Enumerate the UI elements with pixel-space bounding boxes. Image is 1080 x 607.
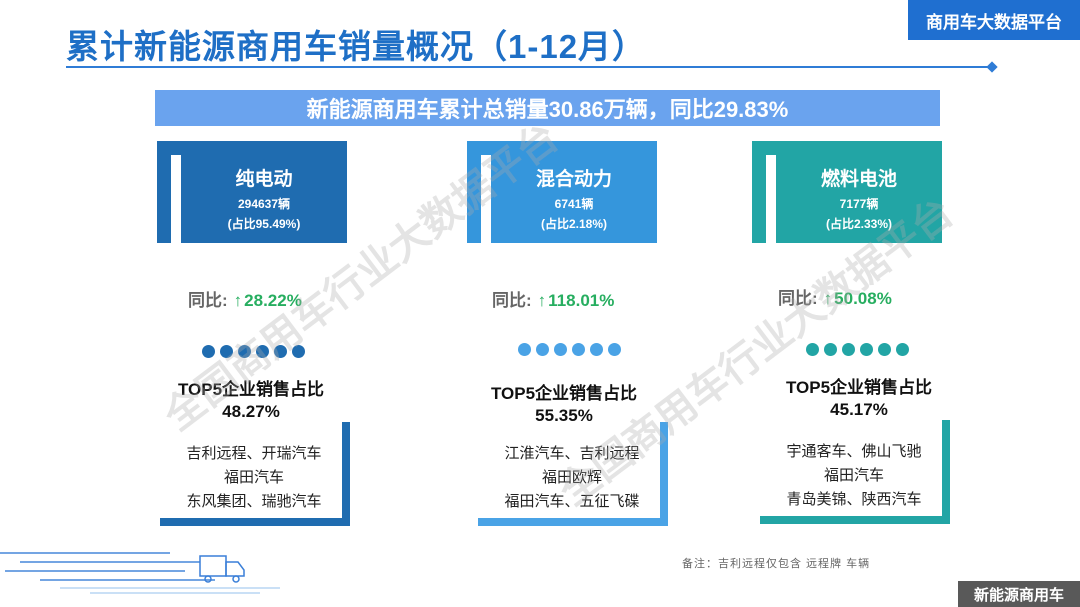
category-name: 纯电动 (235, 169, 293, 190)
top5-value: 55.35% (535, 406, 593, 425)
list-frame (760, 420, 950, 524)
top5-label: TOP5企业销售占比 (785, 378, 933, 397)
list-item: 吉利远程、开瑞汽车 (186, 445, 322, 462)
card-body: 燃料电池 7177辆 (占比2.33%) (776, 155, 942, 243)
category-share: (占比2.33%) (825, 217, 893, 231)
yoy-value: 118.01% (548, 291, 615, 310)
list-item: 福田欧辉 (541, 469, 602, 486)
up-arrow-icon: ↑ (233, 291, 243, 310)
dot (202, 345, 215, 358)
dot (274, 345, 287, 358)
dot (860, 343, 873, 356)
dot (518, 343, 531, 356)
card-frame (752, 141, 942, 243)
dots-divider-fuel-cell (806, 343, 909, 356)
category-count: 7177辆 (839, 197, 879, 211)
list-frame (478, 422, 668, 526)
dot (824, 343, 837, 356)
dot (590, 343, 603, 356)
list-item: 福田汽车、五征飞碟 (504, 493, 640, 510)
company-list-bev: 吉利远程、开瑞汽车 福田汽车 东风集团、瑞驰汽车 (160, 422, 350, 526)
dot (842, 343, 855, 356)
list-item: 福田汽车 (823, 467, 884, 484)
title-rule-end-marker (986, 61, 998, 73)
dot (238, 345, 251, 358)
list-item: 江淮汽车、吉利远程 (504, 445, 640, 462)
card-body: 混合动力 6741辆 (占比2.18%) (491, 155, 657, 243)
list-item: 青岛美锦、陕西汽车 (786, 491, 922, 508)
dot (608, 343, 621, 356)
yoy-label: 同比: (188, 291, 228, 310)
dot (878, 343, 891, 356)
page-title: 累计新能源商用车销量概况（1-12月） (66, 28, 647, 65)
list-item: 宇通客车、佛山飞驰 (786, 443, 922, 460)
dots-divider-bev (202, 345, 305, 358)
truck-speed-lines-icon (0, 552, 280, 594)
category-name: 燃料电池 (820, 169, 897, 190)
dots-divider-hybrid (518, 343, 621, 356)
list-item: 东风集团、瑞驰汽车 (186, 493, 322, 510)
top5-value: 48.27% (222, 402, 280, 421)
dot (256, 345, 269, 358)
dot (806, 343, 819, 356)
category-share: (占比2.18%) (540, 217, 608, 231)
category-card-hybrid: 混合动力 6741辆 (占比2.18%) (467, 141, 657, 243)
top5-value: 45.17% (830, 400, 888, 419)
dot (572, 343, 585, 356)
title-underline (66, 66, 992, 68)
yoy-growth-fuel-cell: 同比: ↑ 50.08% (778, 284, 892, 309)
dot (220, 345, 233, 358)
yoy-label: 同比: (492, 291, 532, 310)
summary-banner: 新能源商用车累计总销量30.86万辆，同比29.83% (155, 90, 940, 126)
category-card-bev: 纯电动 294637辆 (占比95.49%) (157, 141, 347, 243)
top5-share-hybrid: TOP5企业销售占比 55.35% (459, 383, 669, 427)
yoy-growth-hybrid: 同比: ↑ 118.01% (492, 286, 614, 311)
top5-share-bev: TOP5企业销售占比 48.27% (146, 379, 356, 423)
yoy-value: 50.08% (834, 289, 892, 308)
top5-share-fuel-cell: TOP5企业销售占比 45.17% (754, 377, 964, 421)
card-frame (467, 141, 657, 243)
category-count: 6741辆 (554, 197, 594, 211)
platform-tag: 商用车大数据平台 (908, 0, 1080, 40)
yoy-value: 28.22% (244, 291, 302, 310)
card-frame (157, 141, 347, 243)
up-arrow-icon: ↑ (537, 291, 547, 310)
list-item: 福田汽车 (223, 469, 284, 486)
category-share: (占比95.49%) (227, 217, 301, 231)
footnote: 备注：吉利远程仅包含 远程牌 车辆 (682, 558, 871, 570)
card-body: 纯电动 294637辆 (占比95.49%) (181, 155, 347, 243)
dot (896, 343, 909, 356)
yoy-growth-bev: 同比: ↑ 28.22% (188, 286, 302, 311)
yoy-label: 同比: (778, 289, 818, 308)
category-card-fuel-cell: 燃料电池 7177辆 (占比2.33%) (752, 141, 942, 243)
list-frame (160, 422, 350, 526)
company-list-fuel-cell: 宇通客车、佛山飞驰 福田汽车 青岛美锦、陕西汽车 (760, 420, 950, 524)
category-name: 混合动力 (535, 169, 612, 190)
footer-tag: 新能源商用车 (958, 581, 1080, 607)
dot (292, 345, 305, 358)
top5-label: TOP5企业销售占比 (490, 384, 638, 403)
company-list-hybrid: 江淮汽车、吉利远程 福田欧辉 福田汽车、五征飞碟 (478, 422, 668, 526)
top5-label: TOP5企业销售占比 (177, 380, 325, 399)
dot (554, 343, 567, 356)
dot (536, 343, 549, 356)
category-count: 294637辆 (237, 197, 291, 211)
up-arrow-icon: ↑ (823, 289, 833, 308)
